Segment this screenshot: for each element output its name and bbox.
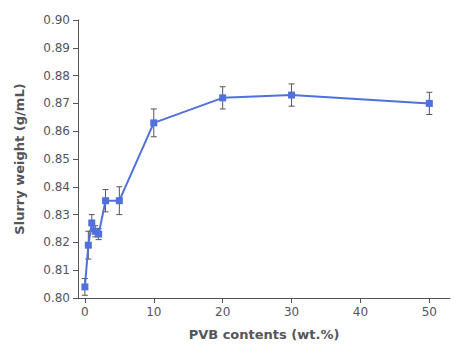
svg-text:50: 50 [422, 305, 437, 319]
svg-text:0.86: 0.86 [43, 124, 70, 138]
svg-text:0.89: 0.89 [43, 41, 70, 55]
svg-text:0.82: 0.82 [43, 235, 70, 249]
svg-text:0.90: 0.90 [43, 13, 70, 27]
svg-text:Slurry weight (g/mL): Slurry weight (g/mL) [12, 83, 27, 234]
svg-text:0.81: 0.81 [43, 263, 70, 277]
svg-text:0.88: 0.88 [43, 69, 70, 83]
svg-text:40: 40 [353, 305, 368, 319]
svg-text:10: 10 [146, 305, 161, 319]
svg-text:0.83: 0.83 [43, 208, 70, 222]
svg-text:0.84: 0.84 [43, 180, 70, 194]
svg-text:0: 0 [81, 305, 89, 319]
svg-text:30: 30 [284, 305, 299, 319]
svg-text:0.87: 0.87 [43, 96, 70, 110]
svg-text:0.85: 0.85 [43, 152, 70, 166]
svg-text:PVB contents (wt.%): PVB contents (wt.%) [189, 327, 340, 342]
svg-text:20: 20 [215, 305, 230, 319]
svg-text:0.80: 0.80 [43, 291, 70, 305]
